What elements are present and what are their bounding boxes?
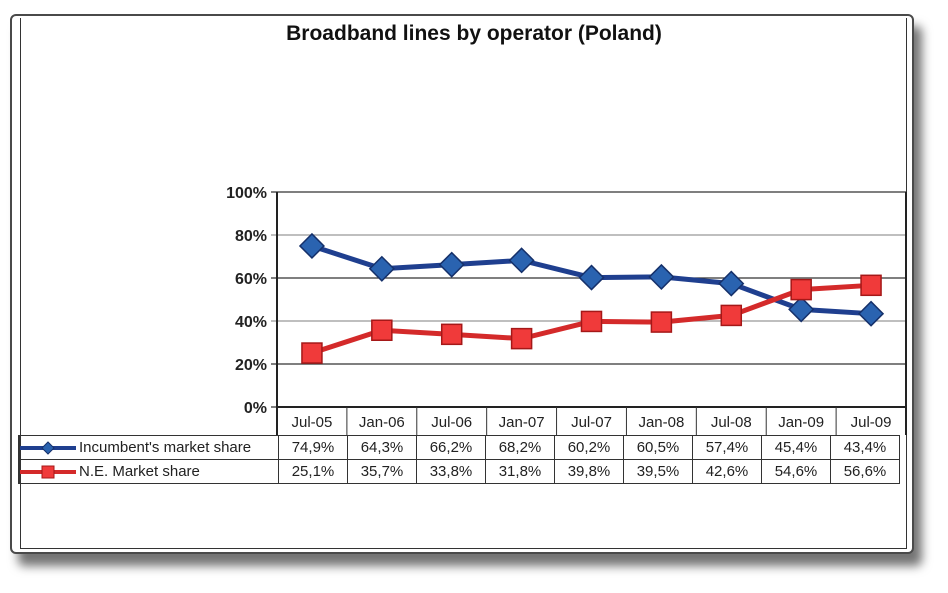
table-cell: 54,6%	[761, 459, 831, 484]
diamond-marker	[718, 270, 745, 297]
x-tick-label: Jan-08	[638, 414, 684, 431]
legend-label: N.E. Market share	[18, 459, 279, 484]
y-tick-label: 60%	[235, 271, 267, 288]
diamond-marker	[788, 296, 815, 323]
table-cell: 25,1%	[278, 459, 348, 484]
diamond-marker	[368, 255, 395, 282]
table-cell: 57,4%	[692, 435, 762, 460]
x-tick-label: Jul-06	[431, 414, 472, 431]
table-cell: 39,5%	[623, 459, 693, 484]
line-chart-plot: 0% 20% 40% 60% 80% 100% Jul-05 Jan-06 Jul-06 Jan-…	[226, 185, 907, 435]
diamond-marker	[508, 247, 535, 274]
table-cell: 43,4%	[830, 435, 900, 460]
y-tick-label: 100%	[226, 185, 267, 202]
table-cell: 60,2%	[554, 435, 624, 460]
legend-label: Incumbent's market share	[18, 435, 279, 460]
x-tick-label: Jul-09	[851, 414, 892, 431]
table-row: N.E. Market share 25,1% 35,7% 33,8% 31,8% 39,…	[18, 459, 900, 484]
x-tick-label: Jul-07	[571, 414, 612, 431]
table-cell: 39,8%	[554, 459, 624, 484]
x-tick-label: Jan-09	[778, 414, 824, 431]
chart-title: Broadband lines by operator (Poland)	[286, 22, 662, 45]
x-tick-label: Jul-05	[292, 414, 333, 431]
diamond-marker	[857, 300, 885, 327]
table-cell: 68,2%	[485, 435, 555, 460]
diamond-marker	[298, 232, 326, 260]
diamond-marker	[438, 251, 465, 278]
square-marker	[860, 274, 882, 297]
table-row: Incumbent's market share 74,9% 64,3% 66,2% 6…	[18, 435, 900, 460]
table-cell: 33,8%	[416, 459, 486, 484]
table-cell: 56,6%	[830, 459, 900, 484]
diamond-marker	[648, 263, 675, 290]
square-marker	[720, 304, 743, 327]
square-marker	[790, 278, 812, 301]
legend-diamond-icon	[20, 441, 76, 455]
y-tick-label: 20%	[235, 357, 267, 374]
square-marker	[650, 311, 673, 333]
y-tick-label: 40%	[235, 314, 267, 331]
table-cell: 60,5%	[623, 435, 693, 460]
table-cell: 35,7%	[347, 459, 417, 484]
data-table: Incumbent's market share 74,9% 64,3% 66,2% 6…	[18, 435, 900, 484]
y-tick-label: 0%	[244, 400, 267, 417]
series-name: Incumbent's market share	[79, 439, 252, 456]
table-cell: 45,4%	[761, 435, 831, 460]
square-marker	[440, 323, 463, 346]
square-marker	[371, 319, 393, 341]
square-marker	[510, 327, 533, 350]
x-tick-label: Jan-06	[359, 414, 405, 431]
y-tick-label: 80%	[235, 228, 267, 245]
square-marker	[301, 342, 323, 364]
diamond-marker	[578, 264, 605, 291]
legend-square-icon	[20, 465, 76, 479]
table-cell: 74,9%	[278, 435, 348, 460]
x-tick-label: Jan-07	[499, 414, 545, 431]
x-tick-label: Jul-08	[711, 414, 752, 431]
series-name: N.E. Market share	[79, 463, 200, 480]
table-cell: 66,2%	[416, 435, 486, 460]
table-cell: 64,3%	[347, 435, 417, 460]
table-cell: 31,8%	[485, 459, 555, 484]
square-marker	[580, 310, 603, 333]
table-cell: 42,6%	[692, 459, 762, 484]
